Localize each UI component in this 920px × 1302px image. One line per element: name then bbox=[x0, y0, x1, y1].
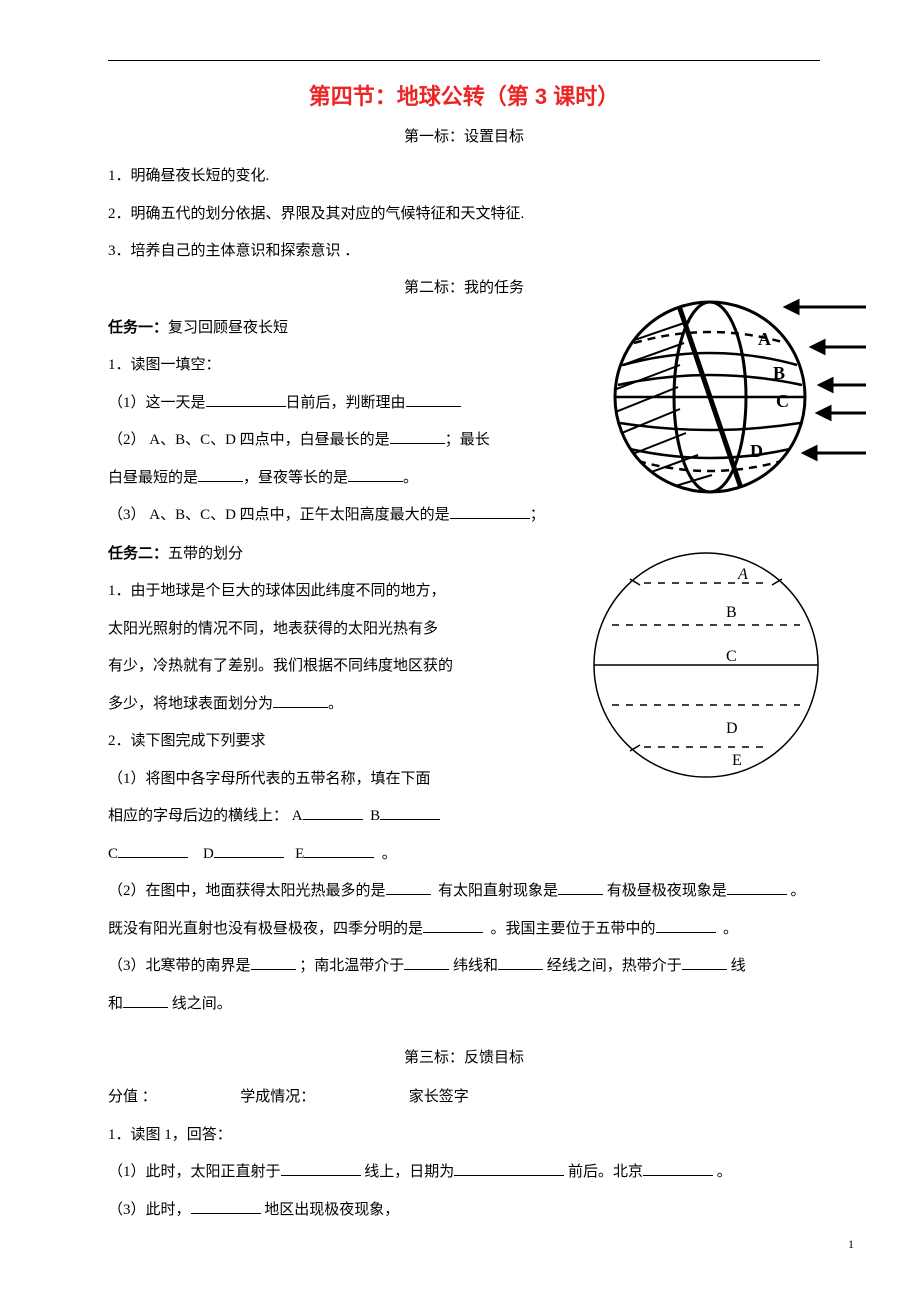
blank[interactable] bbox=[727, 879, 787, 895]
fig2-label-e: E bbox=[732, 752, 742, 769]
blank[interactable] bbox=[251, 954, 296, 970]
t2-q1b-b: B bbox=[370, 808, 380, 824]
blank[interactable] bbox=[191, 1198, 261, 1214]
t2-q2a-d: 。 bbox=[791, 883, 806, 899]
t2-q3a-b: ；南北温带介于 bbox=[299, 958, 404, 974]
page-number: 1 bbox=[848, 1229, 854, 1259]
fig2-label-a: A bbox=[737, 566, 748, 583]
blank[interactable] bbox=[303, 804, 363, 820]
blank[interactable] bbox=[643, 1160, 713, 1176]
t2-q3a-c: 纬线和 bbox=[453, 958, 498, 974]
fb-q1a: （1）此时，太阳正直射于 bbox=[108, 1164, 281, 1180]
t2-q1b-a: 相应的字母后边的横线上： A bbox=[108, 808, 303, 824]
blank[interactable] bbox=[123, 992, 168, 1008]
score-a: 分值 ： bbox=[108, 1089, 157, 1105]
objective-1: 1．明确昼夜长短的变化. bbox=[108, 158, 820, 196]
t2-q2a-b: 有太阳直射现象是 bbox=[438, 883, 558, 899]
fig2-label-c: C bbox=[726, 648, 737, 665]
objective-2: 2．明确五代的划分依据、界限及其对应的气候特征和天文特征. bbox=[108, 196, 820, 234]
blank[interactable] bbox=[198, 466, 243, 482]
top-rule bbox=[108, 60, 820, 61]
objective-3: 3．培养自己的主体意识和探索意识 ． bbox=[108, 233, 820, 271]
fb-q1d: 。 bbox=[717, 1164, 732, 1180]
t1-q2a: （2） A、B、C、D 四点中，白昼最长的是 bbox=[108, 432, 390, 448]
fb-q3a: （3）此时， bbox=[108, 1202, 191, 1218]
t2-q2b-c: 。 bbox=[723, 921, 738, 937]
t2-q1c-d: 。 bbox=[382, 846, 397, 862]
t2-q1c-a: C bbox=[108, 846, 118, 862]
blank[interactable] bbox=[656, 917, 716, 933]
t1-q3b: ； bbox=[530, 507, 545, 523]
fb-q1b: 线上，日期为 bbox=[364, 1164, 454, 1180]
t2-q3a-a: （3）北寒带的南界是 bbox=[108, 958, 251, 974]
blank[interactable] bbox=[450, 503, 530, 519]
t2-q3b-a: 和 bbox=[108, 996, 123, 1012]
t2-p1d-b: 。 bbox=[328, 696, 343, 712]
figure-five-zones: A B C D E bbox=[586, 543, 826, 791]
page-title: 第四节：地球公转（第 3 课时） bbox=[108, 79, 820, 114]
t1-q2g: 。 bbox=[403, 470, 418, 486]
score-b: 学成情况： bbox=[240, 1089, 315, 1105]
blank[interactable] bbox=[206, 391, 286, 407]
fig1-label-c: C bbox=[776, 391, 789, 411]
t2-q2a-a: （2）在图中，地面获得太阳光热最多的是 bbox=[108, 883, 386, 899]
blank[interactable] bbox=[454, 1160, 564, 1176]
blank[interactable] bbox=[423, 917, 483, 933]
fb-l1: 1．读图 1，回答： bbox=[108, 1117, 820, 1155]
t2-q2b-b: 。我国主要位于五带中的 bbox=[491, 921, 656, 937]
fig2-label-d: D bbox=[726, 720, 738, 737]
t1-q1a: （1）这一天是 bbox=[108, 395, 206, 411]
blank[interactable] bbox=[281, 1160, 361, 1176]
blank[interactable] bbox=[386, 879, 431, 895]
fig2-label-b: B bbox=[726, 604, 737, 621]
t2-q3b-b: 线之间。 bbox=[172, 996, 232, 1012]
task2-tail: 五带的划分 bbox=[168, 546, 243, 562]
t2-q3a-d: 经线之间，热带介于 bbox=[547, 958, 682, 974]
blank[interactable] bbox=[118, 842, 188, 858]
blank[interactable] bbox=[498, 954, 543, 970]
blank[interactable] bbox=[348, 466, 403, 482]
blank[interactable] bbox=[404, 954, 449, 970]
t1-q3a: （3） A、B、C、D 四点中，正午太阳高度最大的是 bbox=[108, 507, 450, 523]
fb-q1c: 前后。北京 bbox=[568, 1164, 643, 1180]
blank[interactable] bbox=[304, 842, 374, 858]
section1-label: 第一标：设置目标 bbox=[108, 122, 820, 152]
fig1-label-a: A bbox=[758, 329, 771, 349]
t2-p1d-a: 多少，将地球表面划分为 bbox=[108, 696, 273, 712]
fb-q3b: 地区出现极夜现象， bbox=[264, 1202, 399, 1218]
t2-q1c-b: D bbox=[203, 846, 214, 862]
blank[interactable] bbox=[273, 692, 328, 708]
figure-earth-sunlight: A B C D bbox=[590, 285, 872, 507]
t2-q2b-a: 既没有阳光直射也没有极昼极夜，四季分明的是 bbox=[108, 921, 423, 937]
blank[interactable] bbox=[390, 428, 445, 444]
t1-q1b: 日前后，判断理由 bbox=[286, 395, 406, 411]
t1-q2f: ，昼夜等长的是 bbox=[243, 470, 348, 486]
blank[interactable] bbox=[682, 954, 727, 970]
blank[interactable] bbox=[214, 842, 284, 858]
t1-q2e: 白昼最短的是 bbox=[108, 470, 198, 486]
t2-q2a-c: 有极昼极夜现象是 bbox=[607, 883, 727, 899]
score-c: 家长签字 bbox=[409, 1089, 469, 1105]
blank[interactable] bbox=[558, 879, 603, 895]
task2-head: 任务二： bbox=[108, 545, 168, 562]
blank[interactable] bbox=[380, 804, 440, 820]
fig1-label-b: B bbox=[773, 363, 785, 383]
task1-head: 任务一： bbox=[108, 319, 168, 336]
section3-label: 第三标：反馈目标 bbox=[108, 1043, 820, 1073]
t1-q2b: ；最长 bbox=[445, 432, 490, 448]
t2-q3a-e: 线 bbox=[731, 958, 746, 974]
fig1-label-d: D bbox=[750, 441, 763, 461]
task1-tail: 复习回顾昼夜长短 bbox=[168, 320, 288, 336]
t2-q1c-c: E bbox=[295, 846, 304, 862]
blank[interactable] bbox=[406, 391, 461, 407]
